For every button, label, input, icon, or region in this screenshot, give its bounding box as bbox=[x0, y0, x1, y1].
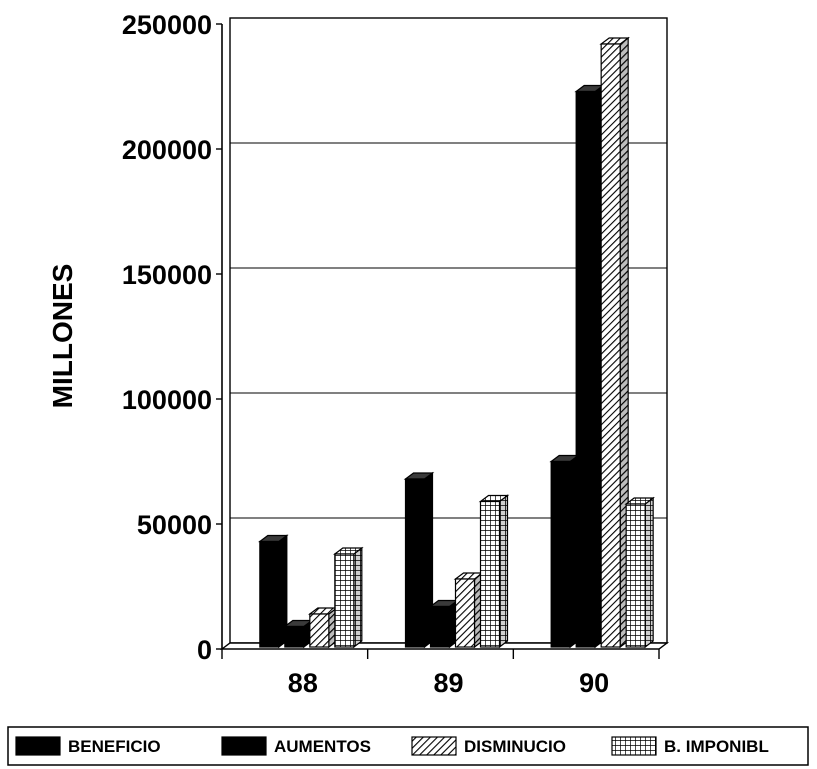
bar-front bbox=[479, 500, 501, 648]
bar-side bbox=[498, 494, 509, 649]
bar-disminucio-89 bbox=[453, 571, 485, 649]
y-axis-label: MILLONES bbox=[47, 264, 78, 409]
legend-item-aumentos: AUMENTOS bbox=[221, 736, 371, 756]
bar-beneficio-88 bbox=[258, 534, 289, 649]
x-tick-label: 88 bbox=[288, 668, 318, 698]
bar-aumentos-88 bbox=[283, 619, 314, 649]
bar-b-imponibl-89 bbox=[478, 494, 510, 649]
x-tick-label: 89 bbox=[433, 668, 463, 698]
y-tick-label: 250000 bbox=[122, 10, 212, 40]
y-tick-label: 150000 bbox=[122, 260, 212, 290]
bar-front bbox=[259, 540, 280, 648]
legend-item-disminucio: DISMINUCIO bbox=[411, 736, 566, 756]
bar-side bbox=[353, 546, 363, 649]
y-tick-label: 50000 bbox=[137, 510, 212, 540]
bar-front bbox=[575, 90, 596, 648]
bar-aumentos-90 bbox=[574, 84, 605, 649]
bar-front bbox=[454, 578, 476, 648]
bar-disminucio-88 bbox=[308, 606, 339, 649]
y-tick-label: 200000 bbox=[122, 135, 212, 165]
bar-front bbox=[334, 553, 355, 648]
bar-disminucio-90 bbox=[599, 36, 630, 649]
bar-b-imponibl-90 bbox=[624, 496, 655, 649]
legend: BENEFICIO AUMENTOS DISMINUCIO B. IMPONIBL bbox=[7, 726, 809, 766]
bar-b-imponibl-88 bbox=[333, 546, 364, 649]
y-tick-label: 0 bbox=[197, 635, 212, 665]
bar-front bbox=[284, 625, 305, 648]
x-tick-label: 90 bbox=[579, 668, 609, 698]
legend-swatch bbox=[611, 736, 657, 756]
legend-label: BENEFICIO bbox=[68, 737, 161, 756]
bar-front bbox=[429, 605, 451, 648]
bar-front bbox=[404, 478, 426, 648]
bar-beneficio-90 bbox=[549, 454, 580, 649]
legend-label: AUMENTOS bbox=[274, 737, 371, 756]
legend-item-b-imponibl: B. IMPONIBL bbox=[611, 736, 769, 756]
bar-front bbox=[625, 503, 646, 648]
legend-swatch bbox=[411, 736, 457, 756]
legend-label: DISMINUCIO bbox=[464, 737, 566, 756]
bar-beneficio-89 bbox=[403, 471, 435, 649]
y-tick-label: 100000 bbox=[122, 385, 212, 415]
bar-aumentos-89 bbox=[428, 599, 460, 649]
bar-side bbox=[644, 496, 654, 649]
bar-front bbox=[600, 43, 621, 648]
legend-item-beneficio: BENEFICIO bbox=[15, 736, 161, 756]
legend-swatch bbox=[221, 736, 267, 756]
legend-box bbox=[7, 726, 809, 766]
legend-label: B. IMPONIBL bbox=[664, 737, 769, 756]
bar-front bbox=[309, 613, 330, 648]
bar-front bbox=[550, 460, 571, 648]
legend-swatch bbox=[15, 736, 61, 756]
